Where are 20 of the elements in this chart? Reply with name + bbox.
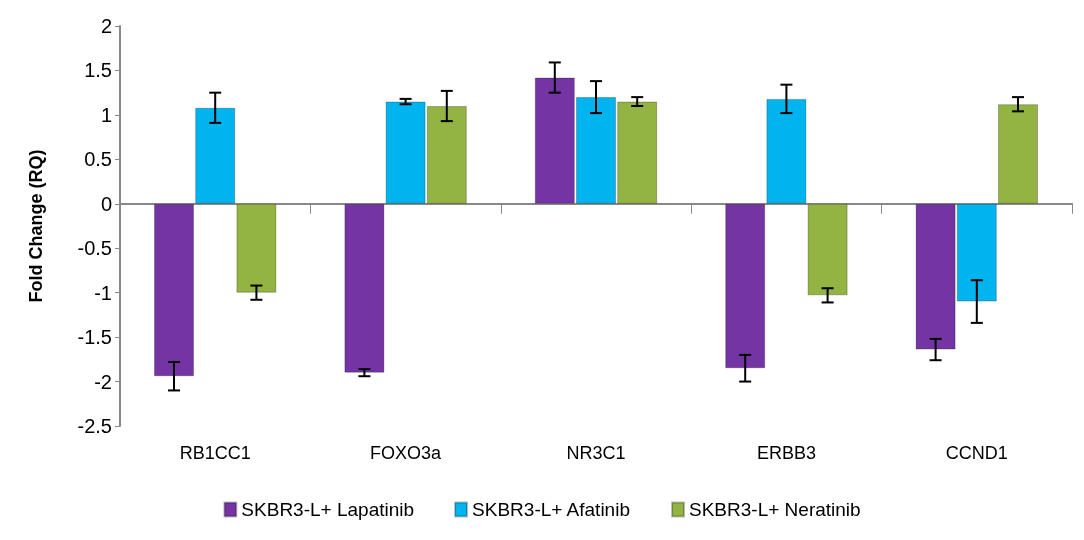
x-tick-label: CCND1	[945, 443, 1008, 463]
y-tick-label: 1	[100, 103, 112, 126]
y-tick-label: -2.5	[77, 415, 112, 437]
legend-label: SKBR3-L+ Lapatinib	[241, 499, 415, 520]
y-tick-label: -1	[94, 281, 112, 304]
legend-label: SKBR3-L+ Neratinib	[689, 499, 861, 520]
y-tick-label: 0	[100, 192, 112, 215]
y-tick-label: 2	[100, 15, 112, 37]
legend-label: SKBR3-L+ Afatinib	[472, 499, 630, 520]
y-tick-label: -0.5	[77, 237, 112, 260]
y-tick-label: -1.5	[77, 326, 112, 349]
y-tick-label: 1.5	[84, 59, 112, 82]
x-tick-label: RB1CC1	[179, 443, 251, 463]
bar	[344, 203, 385, 373]
y-axis-title: Fold Change (RQ)	[26, 149, 46, 303]
x-tick-label: ERBB3	[756, 443, 816, 463]
y-tick-label: -2	[94, 370, 112, 393]
x-tick-label: FOXO3a	[370, 443, 443, 463]
x-tick-label: NR3C1	[566, 443, 626, 463]
y-tick-label: 0.5	[84, 148, 112, 171]
